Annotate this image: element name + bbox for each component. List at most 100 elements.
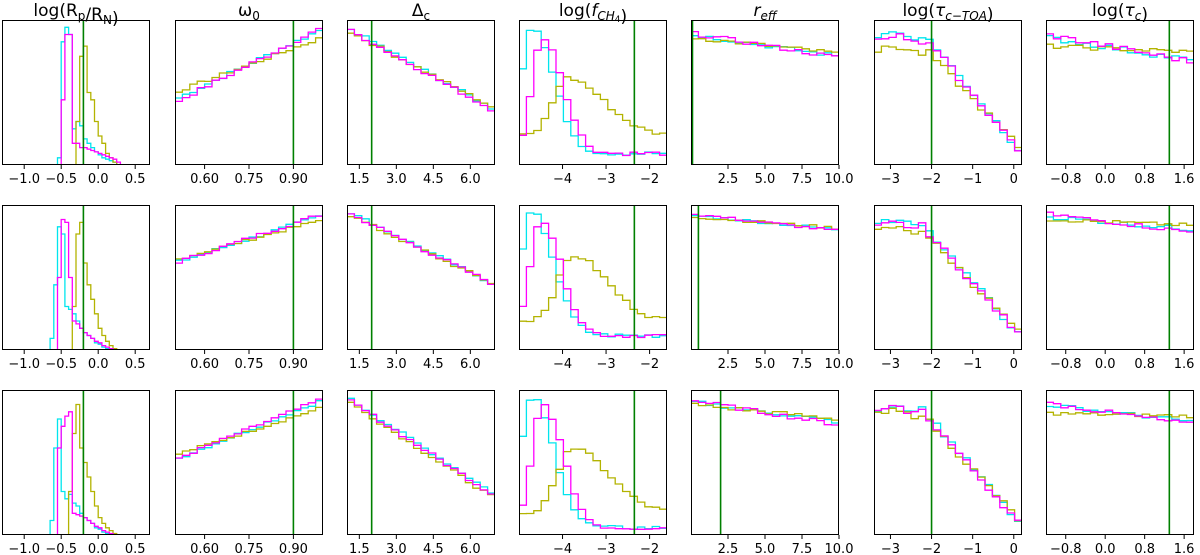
panel-deltac-row3: 1.5 3.0 4.5 6.0 <box>347 390 495 555</box>
hist-cyan-logRp-row3 <box>49 418 110 535</box>
x-tick-label: 4.5 <box>423 357 444 372</box>
panel-frame <box>1046 390 1194 535</box>
x-tick-label: 0.0 <box>88 172 109 187</box>
panel-reff-row3: 2.5 5.0 7.5 10.0 <box>691 390 853 555</box>
x-tick-label: −3 <box>596 357 615 372</box>
x-tick-label: 6.0 <box>460 542 481 555</box>
hist-cyan-logtauc-row1 <box>1046 34 1194 165</box>
x-tick-label: 1.5 <box>349 542 370 555</box>
panel-logtauc-row3: −0.8 0.0 0.8 1.6 <box>1046 390 1194 555</box>
x-tick-label: 3.0 <box>386 172 407 187</box>
panel-frame <box>691 20 839 165</box>
panel-frame <box>519 390 667 535</box>
x-tick-label: 0.60 <box>190 172 219 187</box>
x-tick-label: 5.0 <box>755 357 776 372</box>
panel-frame <box>519 205 667 350</box>
x-tick-label: 0.0 <box>88 357 109 372</box>
panel-frame <box>691 390 839 535</box>
column-title-logfch4: log(fCH4) <box>559 1 627 27</box>
hist-olive-logtauc-row1 <box>1046 43 1194 165</box>
x-tick-label: −3 <box>881 172 900 187</box>
x-tick-label: 0 <box>1010 542 1018 555</box>
column-title-logtauc: log(τc) <box>1092 1 1148 25</box>
x-tick-label: 5.0 <box>755 542 776 555</box>
x-tick-label: 3.0 <box>386 357 407 372</box>
x-tick-label: 0.5 <box>125 172 146 187</box>
hist-olive-logRp-row3 <box>67 403 118 535</box>
x-tick-label: 0.90 <box>279 357 308 372</box>
x-tick-label: 0.0 <box>88 542 109 555</box>
hist-olive-logfch4-row1 <box>519 76 667 165</box>
x-tick-label: 0.5 <box>125 357 146 372</box>
panel-logtauctoa-row3: −3 −2 −1 0 <box>874 390 1022 555</box>
x-tick-label: −3 <box>596 172 615 187</box>
hist-cyan-omega0-row1 <box>175 29 323 165</box>
hist-magenta-reff-row1 <box>691 30 839 165</box>
panel-logfch4-row3: −4 −3 −2 <box>519 390 667 555</box>
panel-frame <box>2 205 150 350</box>
hist-magenta-logfch4-row1 <box>519 39 667 165</box>
column-title-logtauctoa: log(τc−TOA) <box>902 1 993 25</box>
x-tick-label: −4 <box>553 357 572 372</box>
panel-deltac-row2: 1.5 3.0 4.5 6.0 <box>347 205 495 372</box>
x-tick-label: 0.8 <box>1134 357 1155 372</box>
x-tick-label: 0.90 <box>279 542 308 555</box>
panel-reff-row1: 2.5 5.0 7.5 10.0 <box>691 20 853 187</box>
x-tick-label: −0.8 <box>1050 542 1082 555</box>
panel-logfch4-row1: −4 −3 −2 <box>519 20 667 187</box>
panel-omega0-row3: 0.60 0.75 0.90 <box>175 390 323 555</box>
hist-magenta-reff-row2 <box>691 213 839 350</box>
x-tick-label: −3 <box>881 357 900 372</box>
hist-olive-reff-row3 <box>691 402 839 535</box>
x-tick-label: 0.8 <box>1134 172 1155 187</box>
x-tick-label: 0.75 <box>235 542 264 555</box>
x-tick-label: 0.90 <box>279 172 308 187</box>
hist-olive-reff-row1 <box>691 38 839 165</box>
hist-olive-reff-row2 <box>691 216 839 350</box>
x-tick-label: 7.5 <box>792 542 813 555</box>
x-tick-label: 1.6 <box>1174 172 1195 187</box>
x-tick-label: 6.0 <box>460 172 481 187</box>
x-tick-label: −0.5 <box>45 542 77 555</box>
x-tick-label: −0.5 <box>45 357 77 372</box>
x-tick-label: 2.5 <box>718 542 739 555</box>
panel-frame <box>1046 205 1194 350</box>
column-title-omega0: ω0 <box>238 1 260 23</box>
hist-olive-deltac-row3 <box>347 401 495 535</box>
x-tick-label: 0.75 <box>235 172 264 187</box>
hist-magenta-logtauc-row1 <box>1046 33 1194 165</box>
x-tick-label: −2 <box>640 172 659 187</box>
panel-frame <box>347 205 495 350</box>
column-title-logRp: log(Rp/RN) <box>33 1 118 29</box>
panel-logtauc-row1: −0.8 0.0 0.8 1.6 <box>1046 20 1194 187</box>
hist-olive-logtauctoa-row3 <box>874 407 1022 535</box>
x-tick-label: 10.0 <box>825 172 854 187</box>
hist-cyan-reff-row2 <box>691 214 839 350</box>
hist-olive-logtauc-row2 <box>1046 219 1194 350</box>
panel-logtauc-row2: −0.8 0.0 0.8 1.6 <box>1046 205 1194 372</box>
x-tick-label: 1.5 <box>349 172 370 187</box>
x-tick-label: 1.6 <box>1174 542 1195 555</box>
panel-frame <box>2 390 150 535</box>
x-tick-label: 5.0 <box>755 172 776 187</box>
x-tick-label: −1 <box>963 542 982 555</box>
hist-magenta-logRp-row1 <box>60 33 122 165</box>
panel-reff-row2: 2.5 5.0 7.5 10.0 <box>691 205 853 372</box>
panel-frame <box>2 20 150 165</box>
x-tick-label: −3 <box>881 542 900 555</box>
hist-magenta-logtauctoa-row1 <box>874 33 1022 165</box>
panel-frame <box>691 205 839 350</box>
hist-magenta-logfch4-row2 <box>519 222 667 350</box>
x-tick-label: −3 <box>596 542 615 555</box>
column-title-deltac: Δc <box>412 1 430 23</box>
panel-omega0-row2: 0.60 0.75 0.90 <box>175 205 323 372</box>
panel-frame <box>347 390 495 535</box>
x-tick-label: −1 <box>963 357 982 372</box>
panel-logRp-row2: −1.0 −0.5 0.0 0.5 <box>2 205 150 372</box>
x-tick-label: −1.0 <box>8 172 40 187</box>
panel-frame <box>874 390 1022 535</box>
hist-cyan-logRp-row2 <box>49 226 110 350</box>
x-tick-label: 0.75 <box>235 357 264 372</box>
x-tick-label: 7.5 <box>792 172 813 187</box>
x-tick-label: −1.0 <box>8 357 40 372</box>
